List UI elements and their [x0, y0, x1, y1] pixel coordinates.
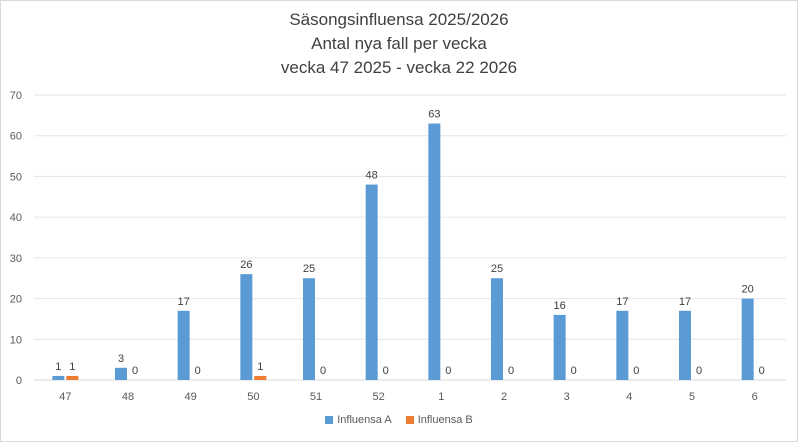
data-label: 63: [428, 109, 440, 121]
legend-label-influensa-a: Influensa A: [337, 414, 392, 426]
bar-influensa-a-3: [553, 314, 566, 380]
legend-item-influensa-a: Influensa A: [325, 414, 392, 426]
bar-influensa-a-1: [428, 123, 441, 380]
legend: Influensa A Influensa B: [0, 414, 798, 426]
x-tick-label: 47: [59, 391, 71, 403]
data-label: 17: [178, 296, 190, 308]
x-tick-label: 50: [247, 391, 259, 403]
x-tick-label: 2: [501, 391, 507, 403]
legend-swatch-influensa-b: [405, 416, 414, 424]
bar-influensa-a-2: [491, 278, 503, 380]
data-label: 25: [303, 263, 315, 275]
x-tick-label: 52: [373, 391, 385, 403]
data-label: 0: [383, 365, 389, 377]
chart-title-line-2: Antal nya fall per vecka: [311, 34, 487, 53]
data-label: 0: [320, 365, 326, 377]
legend-label-influensa-b: Influensa B: [417, 414, 473, 426]
data-label: 0: [508, 365, 514, 377]
data-label: 1: [257, 361, 263, 373]
y-tick-label: 50: [10, 171, 22, 183]
bar-influensa-a-48: [115, 367, 127, 380]
bar-influensa-a-49: [177, 310, 190, 380]
data-label: 0: [759, 365, 765, 377]
y-tick-label: 40: [10, 212, 22, 224]
data-label: 3: [118, 353, 124, 365]
y-tick-label: 30: [10, 253, 22, 265]
data-label: 0: [633, 365, 639, 377]
bar-influensa-a-5: [679, 310, 691, 380]
data-label: 0: [132, 365, 138, 377]
data-label: 48: [366, 170, 378, 182]
data-label: 26: [240, 259, 252, 271]
x-tick-label: 3: [564, 391, 570, 403]
x-tick-label: 4: [626, 391, 632, 403]
legend-item-influensa-b: Influensa B: [405, 414, 473, 426]
bar-influensa-a-52: [365, 184, 378, 380]
data-label: 0: [445, 365, 451, 377]
data-label: 17: [616, 296, 628, 308]
y-tick-label: 70: [10, 90, 22, 102]
y-tick-label: 0: [16, 375, 22, 387]
x-tick-label: 1: [438, 391, 444, 403]
x-tick-label: 6: [752, 391, 758, 403]
bar-influensa-b-47: [66, 375, 79, 380]
bar-influensa-a-50: [240, 274, 253, 380]
bar-influensa-b-50: [254, 375, 267, 380]
x-tick-label: 51: [310, 391, 322, 403]
data-label: 16: [554, 300, 566, 312]
legend-swatch-influensa-a: [325, 416, 334, 424]
bar-influensa-a-51: [303, 278, 315, 380]
data-label: 1: [55, 361, 61, 373]
data-label: 0: [696, 365, 702, 377]
y-tick-label: 60: [10, 131, 22, 143]
data-label: 1: [69, 361, 75, 373]
data-label: 0: [571, 365, 577, 377]
data-label: 25: [491, 263, 503, 275]
x-tick-label: 48: [122, 391, 134, 403]
data-label: 20: [742, 284, 754, 296]
bar-influensa-a-47: [52, 375, 65, 380]
bar-influensa-a-6: [741, 298, 754, 380]
chart-title-line-3: vecka 47 2025 - vecka 22 2026: [280, 58, 518, 77]
y-tick-label: 10: [10, 334, 22, 346]
x-tick-label: 5: [689, 391, 695, 403]
data-label: 0: [195, 365, 201, 377]
data-label: 17: [679, 296, 691, 308]
bar-influensa-a-4: [616, 310, 629, 380]
x-tick-label: 49: [185, 391, 197, 403]
y-tick-label: 20: [10, 294, 22, 306]
chart-title-line-1: Säsongsinfluensa 2025/2026: [289, 10, 509, 29]
